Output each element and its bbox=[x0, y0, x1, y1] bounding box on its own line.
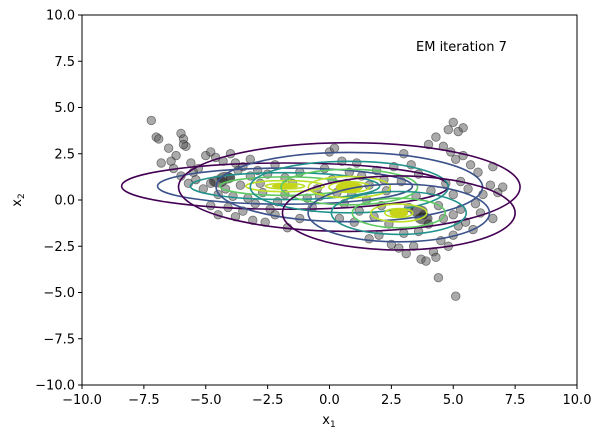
contour-line bbox=[177, 141, 521, 233]
data-point bbox=[448, 117, 458, 128]
data-point bbox=[394, 243, 404, 253]
gaussian-contours bbox=[120, 141, 521, 251]
data-point bbox=[431, 252, 441, 263]
data-point bbox=[443, 124, 454, 135]
data-point bbox=[448, 189, 458, 200]
data-point bbox=[458, 123, 468, 133]
contour-line bbox=[328, 180, 371, 194]
em-iteration-annotation: EM iteration 7 bbox=[416, 40, 507, 55]
data-point bbox=[205, 200, 216, 211]
data-point bbox=[465, 160, 476, 170]
x-tick-label: −7.5 bbox=[128, 393, 160, 408]
data-point bbox=[438, 213, 449, 224]
data-point bbox=[255, 178, 265, 189]
x-tick-label: 2.5 bbox=[381, 393, 402, 408]
data-point bbox=[431, 132, 441, 142]
data-point bbox=[235, 180, 246, 190]
data-point bbox=[146, 115, 157, 126]
data-point bbox=[186, 158, 196, 168]
data-point bbox=[451, 154, 461, 165]
y-tick-label: 0.0 bbox=[54, 194, 75, 209]
contour-line bbox=[351, 197, 447, 229]
data-point bbox=[399, 149, 409, 159]
data-point bbox=[248, 215, 258, 226]
contour-line bbox=[307, 183, 491, 243]
y-tick-label: −5.0 bbox=[43, 286, 75, 301]
data-point bbox=[374, 230, 384, 240]
y-tick-label: 2.5 bbox=[54, 147, 75, 162]
x-tick-label: −2.5 bbox=[252, 393, 284, 408]
x-tick-label: −10.0 bbox=[62, 393, 102, 408]
y-tick-label: 5.0 bbox=[54, 101, 75, 116]
x-axis-label: x1 bbox=[322, 413, 335, 430]
contour-line bbox=[384, 207, 414, 219]
contour-peak bbox=[271, 183, 299, 189]
y-tick-label: −10.0 bbox=[35, 379, 75, 394]
data-point bbox=[329, 143, 340, 153]
x-tick-label: 7.5 bbox=[505, 393, 526, 408]
data-point bbox=[433, 273, 444, 283]
data-point bbox=[354, 206, 364, 216]
contour-line bbox=[370, 203, 428, 223]
data-point bbox=[163, 143, 174, 153]
contour-peak bbox=[389, 208, 409, 218]
x-tick-label: 10.0 bbox=[563, 393, 592, 408]
y-axis-label: x2 bbox=[10, 193, 27, 206]
data-point bbox=[364, 234, 374, 244]
data-point bbox=[156, 158, 166, 168]
x-tick-label: 5.0 bbox=[443, 393, 464, 408]
data-point bbox=[154, 134, 164, 144]
plot-area-background bbox=[82, 15, 577, 385]
data-point bbox=[463, 184, 473, 194]
data-point bbox=[473, 167, 483, 177]
contour-line bbox=[280, 168, 419, 206]
contour-line bbox=[281, 175, 516, 251]
data-point bbox=[178, 139, 189, 150]
x-tick-label: 0.0 bbox=[319, 393, 340, 408]
y-tick-label: 10.0 bbox=[46, 9, 75, 24]
data-point bbox=[451, 291, 461, 301]
contour-line bbox=[249, 160, 450, 214]
data-point bbox=[421, 256, 431, 266]
y-tick-label: −2.5 bbox=[43, 240, 75, 255]
x-tick-label: −5.0 bbox=[190, 393, 222, 408]
contour-line bbox=[330, 190, 468, 236]
x-axis-ticks: −10.0 −7.5 −5.0 −2.5 0.0 2.5 5.0 7.5 10.0 bbox=[62, 385, 591, 408]
y-tick-label: −7.5 bbox=[43, 332, 75, 347]
data-point bbox=[448, 210, 458, 220]
data-point bbox=[498, 182, 508, 192]
y-tick-label: 7.5 bbox=[54, 55, 75, 70]
data-point bbox=[470, 198, 481, 209]
contour-line bbox=[189, 171, 381, 201]
y-axis-ticks: −10.0 −7.5 −5.0 −2.5 0.0 2.5 5.0 7.5 10.0 bbox=[35, 9, 82, 394]
